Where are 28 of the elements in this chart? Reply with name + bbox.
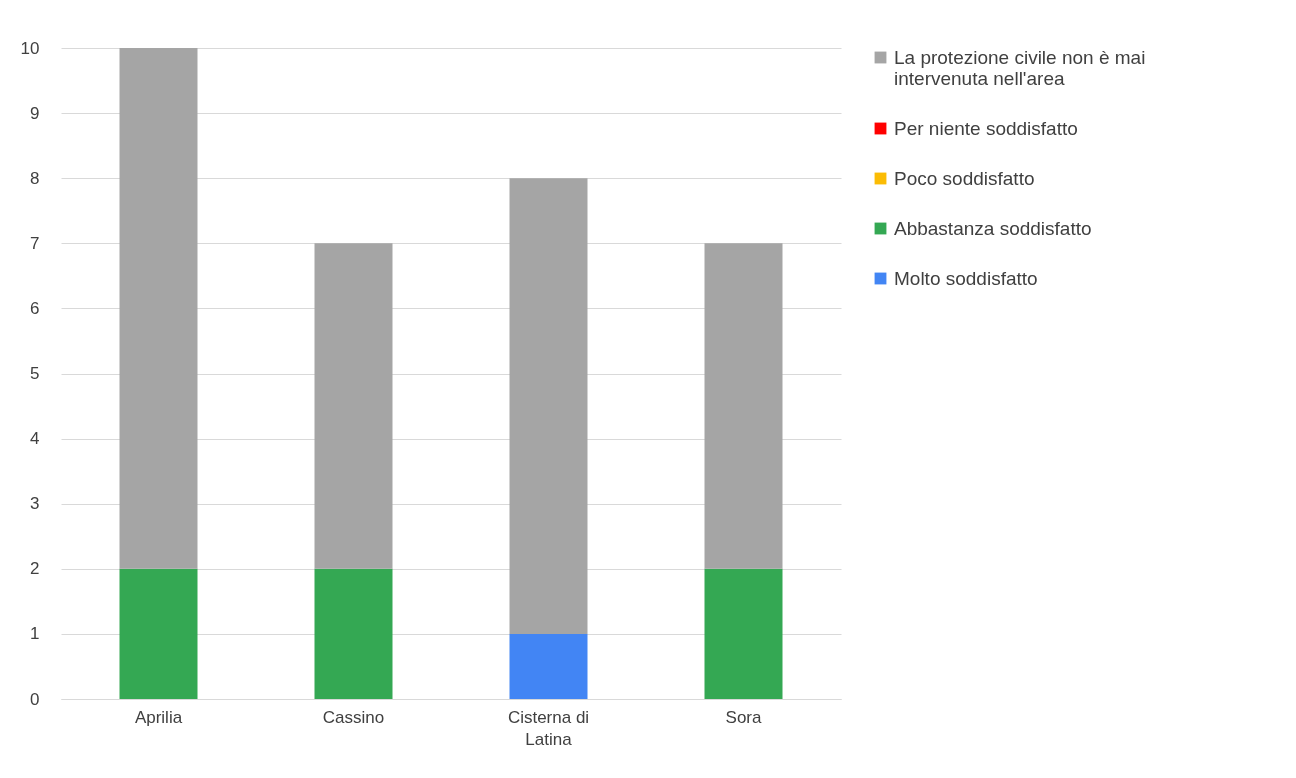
y-tick-label: 1 bbox=[30, 624, 40, 644]
bar bbox=[509, 633, 588, 699]
y-tick-label: 7 bbox=[30, 233, 40, 253]
legend-label: La protezione civile non è mai intervenuta nell'area bbox=[894, 46, 1146, 89]
legend-label: Molto soddisfatto bbox=[894, 267, 1038, 289]
y-tick-label: 5 bbox=[30, 364, 40, 383]
bar bbox=[314, 568, 393, 699]
legend-label: Poco soddisfatto bbox=[894, 167, 1035, 189]
x-tick-label: Cisterna di Latina bbox=[507, 707, 590, 749]
y-tick-label: 6 bbox=[30, 298, 40, 318]
y-tick-label: 9 bbox=[30, 103, 40, 123]
bar bbox=[314, 243, 393, 569]
y-tick-label: 4 bbox=[30, 429, 40, 449]
bar bbox=[704, 243, 783, 569]
y-tick-label: 0 bbox=[30, 689, 40, 709]
y-tick-label: 3 bbox=[30, 494, 40, 514]
bar bbox=[119, 568, 198, 699]
y-tick-label: 2 bbox=[30, 559, 40, 579]
x-tick-label: Cassino bbox=[322, 707, 385, 727]
bar bbox=[509, 178, 588, 634]
bar bbox=[119, 48, 198, 569]
y-tick-label: 10 bbox=[20, 38, 40, 58]
legend-label: Abbastanza soddisfatto bbox=[894, 217, 1092, 239]
legend-label: Per niente soddisfatto bbox=[894, 117, 1078, 139]
x-tick-label: Aprilia bbox=[134, 707, 183, 727]
y-tick-label: 8 bbox=[30, 168, 40, 188]
bar bbox=[704, 568, 783, 699]
x-tick-label: Sora bbox=[725, 707, 762, 727]
